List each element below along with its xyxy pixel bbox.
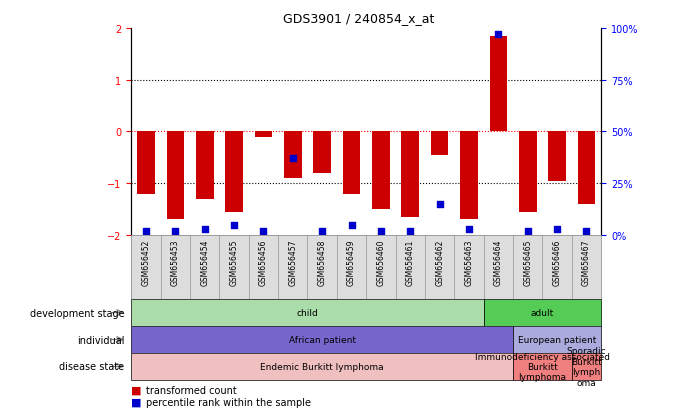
Text: GSM656466: GSM656466 [553, 239, 562, 285]
Point [140, 228, 151, 235]
Bar [284, 132, 301, 178]
Text: ■: ■ [131, 385, 142, 395]
Text: percentile rank within the sample: percentile rank within the sample [146, 396, 312, 407]
Point [581, 228, 592, 235]
Text: disease state: disease state [59, 361, 124, 372]
Text: development stage: development stage [30, 308, 124, 318]
Point [405, 228, 416, 235]
Text: GSM656465: GSM656465 [523, 239, 532, 285]
Bar [225, 132, 243, 212]
Point [316, 228, 328, 235]
Text: individual: individual [77, 335, 124, 345]
Text: transformed count: transformed count [146, 385, 237, 395]
Bar [314, 132, 331, 173]
Point [287, 156, 299, 162]
Bar [571, 353, 601, 380]
Bar [401, 132, 419, 217]
Bar [167, 132, 184, 220]
Bar [578, 132, 595, 204]
Bar [484, 299, 601, 326]
Text: GSM656460: GSM656460 [377, 239, 386, 285]
Bar [513, 326, 601, 353]
Point [258, 228, 269, 235]
Bar [489, 37, 507, 132]
Point [229, 222, 240, 228]
Text: GSM656457: GSM656457 [288, 239, 297, 285]
Text: GSM656458: GSM656458 [318, 239, 327, 285]
Point [170, 228, 181, 235]
Text: GSM656456: GSM656456 [259, 239, 268, 285]
Text: ■: ■ [131, 396, 142, 407]
Bar [519, 132, 536, 212]
Point [551, 226, 562, 233]
Point [493, 32, 504, 38]
Text: GSM656454: GSM656454 [200, 239, 209, 285]
Bar [460, 132, 477, 220]
Point [199, 226, 210, 233]
Text: GSM656461: GSM656461 [406, 239, 415, 285]
Text: GSM656467: GSM656467 [582, 239, 591, 285]
Point [346, 222, 357, 228]
Bar [254, 132, 272, 137]
Bar [196, 132, 214, 199]
Text: African patient: African patient [289, 335, 356, 344]
Text: GSM656464: GSM656464 [494, 239, 503, 285]
Text: Sporadic
Burkitt
lymph
oma: Sporadic Burkitt lymph oma [567, 347, 606, 387]
Text: Endemic Burkitt lymphoma: Endemic Burkitt lymphoma [261, 362, 384, 371]
Text: GSM656463: GSM656463 [464, 239, 473, 285]
Point [434, 201, 445, 208]
Bar [131, 326, 513, 353]
Bar [137, 132, 155, 194]
Bar [131, 353, 513, 380]
Text: child: child [296, 309, 319, 317]
Bar [343, 132, 361, 194]
Bar [131, 299, 484, 326]
Point [375, 228, 386, 235]
Text: GSM656455: GSM656455 [229, 239, 238, 285]
Bar [513, 353, 571, 380]
Text: adult: adult [531, 309, 554, 317]
Bar [430, 132, 448, 155]
Bar [548, 132, 566, 181]
Text: GDS3901 / 240854_x_at: GDS3901 / 240854_x_at [283, 12, 435, 25]
Bar [372, 132, 390, 210]
Point [464, 226, 475, 233]
Text: GSM656459: GSM656459 [347, 239, 356, 285]
Text: GSM656462: GSM656462 [435, 239, 444, 285]
Text: European patient: European patient [518, 335, 596, 344]
Point [522, 228, 533, 235]
Text: Immunodeficiency associated
Burkitt
lymphoma: Immunodeficiency associated Burkitt lymp… [475, 352, 610, 381]
Text: GSM656452: GSM656452 [142, 239, 151, 285]
Text: GSM656453: GSM656453 [171, 239, 180, 285]
